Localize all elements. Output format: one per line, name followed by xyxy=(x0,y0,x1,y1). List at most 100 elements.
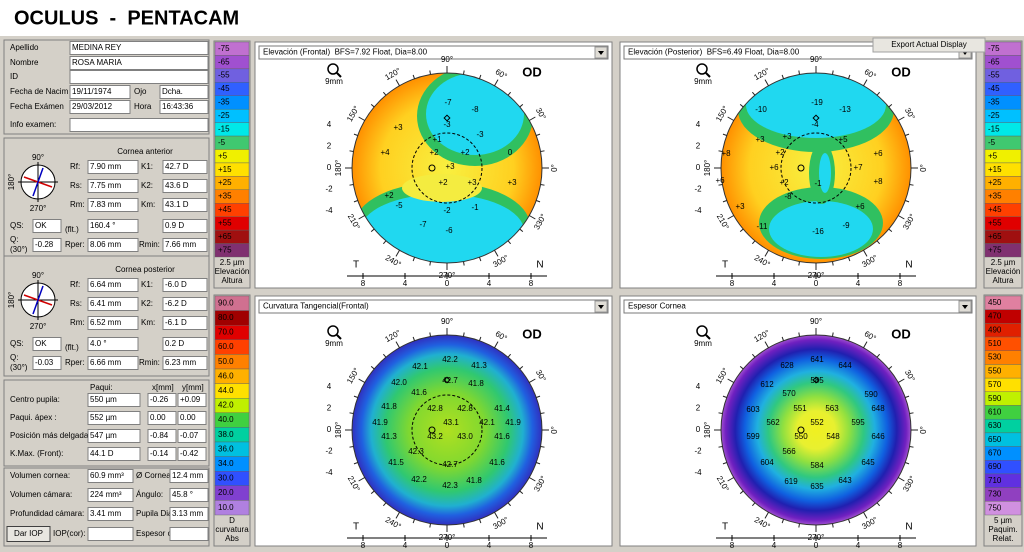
field-box xyxy=(87,447,141,461)
field-value: 6.66 mm xyxy=(90,358,121,367)
field-value: 0.9 D xyxy=(165,221,184,230)
map-value: -2 xyxy=(443,206,451,215)
label: K1: xyxy=(141,280,153,289)
field-box xyxy=(162,316,208,330)
scale-label: 42.0 xyxy=(218,401,234,410)
zoom-icon[interactable] xyxy=(696,63,708,75)
field-value: 43.1 D xyxy=(165,200,189,209)
degree-tick xyxy=(382,91,387,96)
map-title[interactable]: Curvatura Tangencial(Frontal) xyxy=(263,302,369,311)
y-tick-label: -2 xyxy=(325,185,333,194)
map-value: +8 xyxy=(873,177,883,186)
map-value: 41.9 xyxy=(505,418,521,427)
label: Volumen cámara: xyxy=(10,490,72,499)
degree-tick xyxy=(751,240,756,245)
degree-tick xyxy=(888,228,893,233)
map-value: +3 xyxy=(507,178,517,187)
map-value: 604 xyxy=(760,458,774,467)
map-fill xyxy=(721,335,911,525)
y-tick-label: 4 xyxy=(327,120,332,129)
label: Km: xyxy=(141,200,155,209)
map-value: -13 xyxy=(839,105,851,114)
field-value: 552 µm xyxy=(90,413,117,422)
field-box xyxy=(147,447,177,461)
pupil-center xyxy=(428,164,436,172)
map-title[interactable]: Elevación (Frontal) BFS=7.92 Float, Dia=… xyxy=(263,48,428,57)
map-value: 548 xyxy=(826,432,840,441)
angle-label: 0° xyxy=(550,426,559,434)
zoom-icon-handle xyxy=(705,72,711,78)
map-value: 41.8 xyxy=(468,379,484,388)
field-box xyxy=(159,100,209,114)
scale-label: +75 xyxy=(218,245,232,254)
scale-label: 50.0 xyxy=(218,357,234,366)
degree-tick xyxy=(353,462,358,465)
label: Ø Cornea: xyxy=(136,471,173,480)
field-box xyxy=(69,100,131,114)
label: Hora xyxy=(134,102,152,111)
map-title[interactable]: Espesor Cornea xyxy=(628,302,686,311)
zoom-icon[interactable] xyxy=(696,325,708,337)
map-fill xyxy=(352,335,542,525)
degree-tick xyxy=(540,446,545,448)
degree-tick xyxy=(507,502,512,507)
scale-footer: 2.5 µm xyxy=(991,258,1016,267)
y-tick-label: 4 xyxy=(327,382,332,391)
degree-tick xyxy=(898,215,905,220)
label: Pupila Dia xyxy=(136,509,173,518)
field-value: 43.6 D xyxy=(165,181,189,190)
field-box xyxy=(87,429,141,443)
degree-tick xyxy=(519,365,524,370)
field-box xyxy=(87,527,134,541)
export-button-label[interactable]: Export Actual Display xyxy=(891,40,967,49)
scale-footer: 5 µm xyxy=(994,516,1012,525)
field-box xyxy=(159,85,209,99)
zoom-icon-handle xyxy=(336,72,342,78)
button-label[interactable]: Dar IOP xyxy=(14,529,43,538)
map-value: 563 xyxy=(825,404,839,413)
degree-tick xyxy=(395,250,400,257)
degree-tick xyxy=(507,91,512,96)
zoom-icon[interactable] xyxy=(327,325,339,337)
map-value: +4 xyxy=(380,148,390,157)
angle-label: 180° xyxy=(703,422,712,439)
map-value: 590 xyxy=(864,390,878,399)
map-dropdown[interactable] xyxy=(258,45,609,60)
label: QS: xyxy=(10,221,24,230)
dial-label: 90° xyxy=(32,271,44,280)
x-tick-label: 8 xyxy=(361,279,366,288)
field-value: 6.64 mm xyxy=(90,280,121,289)
zoom-icon-handle xyxy=(336,334,342,340)
field-value: 45.8 ° xyxy=(172,490,193,499)
x-tick-label: 0 xyxy=(814,541,819,550)
degree-tick xyxy=(507,353,512,358)
map-title[interactable]: Elevación (Posterior) BFS=6.49 Float, Di… xyxy=(628,48,800,57)
degree-tick xyxy=(358,378,365,383)
map-dropdown[interactable] xyxy=(258,299,609,314)
scale-footer: Altura xyxy=(993,276,1014,285)
degree-tick xyxy=(798,332,800,337)
label: Rper: xyxy=(65,358,85,367)
field-box xyxy=(177,393,207,407)
degree-tick xyxy=(412,74,415,79)
field-value: 6.23 mm xyxy=(165,358,196,367)
map-dropdown[interactable] xyxy=(623,299,973,314)
zoom-label: 9mm xyxy=(325,339,343,348)
column-header: Paqui: xyxy=(90,383,113,392)
map-value: 619 xyxy=(784,477,798,486)
label: K1: xyxy=(141,162,153,171)
map-value: +7 xyxy=(853,163,863,172)
button[interactable] xyxy=(6,526,51,542)
field-value: -6.0 D xyxy=(165,280,187,289)
temporal-label: T xyxy=(722,522,728,533)
export-button[interactable] xyxy=(872,37,986,53)
degree-tick xyxy=(781,257,784,262)
x-tick-label: 4 xyxy=(772,279,777,288)
degree-tick xyxy=(529,215,536,220)
field-box xyxy=(162,160,208,174)
field-value: 7.83 mm xyxy=(90,200,121,209)
field-value: 6.41 mm xyxy=(90,299,121,308)
map-value: +5 xyxy=(838,135,848,144)
zoom-icon[interactable] xyxy=(327,63,339,75)
degree-tick xyxy=(848,336,851,341)
